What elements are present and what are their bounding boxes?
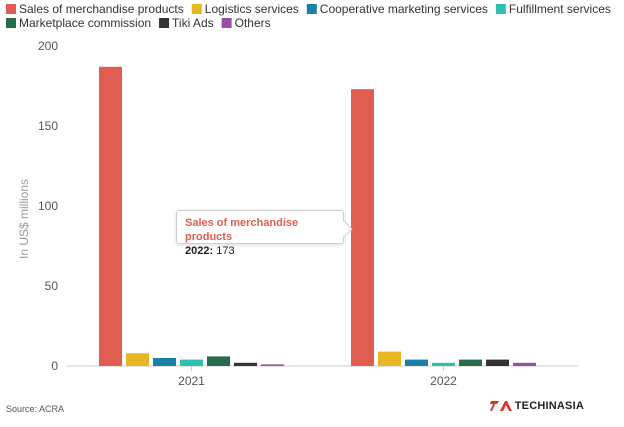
legend-swatch-4 [6,18,16,28]
bar-2022-5[interactable] [486,359,509,366]
bar-2021-3[interactable] [180,359,203,366]
bar-2022-0[interactable] [351,89,374,366]
legend-item-1[interactable]: Logistics services [205,2,299,16]
legend-swatch-1 [191,4,202,14]
legend-swatch-2 [306,4,317,14]
bar-2021-0[interactable] [99,66,122,367]
tooltip-value: 173 [216,245,235,257]
x-tick-label: 2021 [178,374,205,388]
bar-2022-6[interactable] [513,362,536,366]
bar-2021-1[interactable] [126,353,149,366]
y-tick-label: 0 [51,359,58,373]
bar-2022-2[interactable] [405,359,428,366]
bar-2022-4[interactable] [459,359,482,366]
legend-item-0[interactable]: Sales of merchandise products [19,2,184,16]
y-axis: 0 50 100 150 200 [38,39,58,373]
x-axis: 2021 2022 [178,366,457,388]
bar-2022-3[interactable] [432,362,455,366]
legend-item-2[interactable]: Cooperative marketing services [320,2,488,16]
y-tick-label: 100 [38,199,58,213]
legend-item-4[interactable]: Marketplace commission [19,16,151,30]
bar-2022-1[interactable] [378,351,401,366]
y-tick-label: 200 [38,39,58,53]
tooltip: Sales of merchandise products 2022: 173 [176,210,344,257]
legend-item-5[interactable]: Tiki Ads [172,16,214,30]
techinasia-logo-icon [489,401,512,411]
legend-swatch-5 [159,18,170,28]
legend-swatch-6 [221,18,232,28]
tooltip-series: Sales of merchandise products [185,217,299,243]
legend-item-6[interactable]: Others [235,16,271,30]
legend-swatch-3 [495,4,506,14]
bars [99,66,536,367]
y-axis-label: In US$ millions [17,179,31,259]
y-tick-label: 150 [38,119,58,133]
legend-item-3[interactable]: Fulfillment services [509,2,611,16]
bar-2021-6[interactable] [261,364,284,366]
tooltip-category: 2022 [185,245,210,257]
techinasia-logo: TECHINASIA [489,399,584,413]
legend-swatch-0 [6,4,16,14]
brand-name: TECHINASIA [514,400,584,412]
legend: Sales of merchandise products Logistics s… [6,2,611,30]
bar-2021-2[interactable] [153,358,176,366]
y-tick-label: 50 [45,279,59,293]
bar-2021-4[interactable] [207,356,230,366]
source-note: Source: ACRA [6,404,64,414]
bar-2021-5[interactable] [234,362,257,366]
x-tick-label: 2022 [430,374,457,388]
